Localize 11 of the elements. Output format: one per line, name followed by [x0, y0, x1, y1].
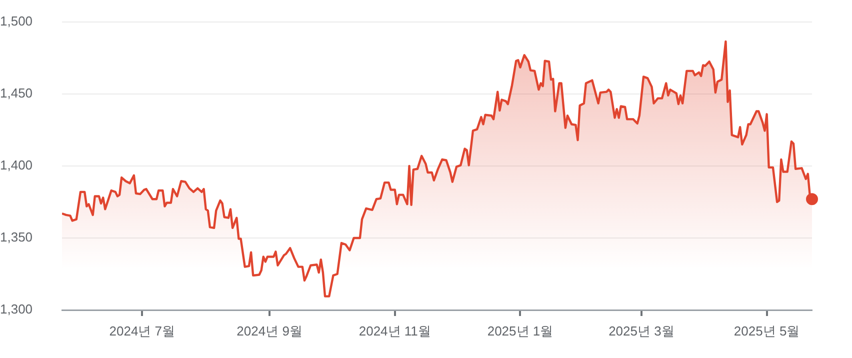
y-tick-label: 1,400 — [0, 158, 33, 173]
y-tick-label: 1,350 — [0, 230, 33, 245]
x-tick-label: 2024년 11월 — [358, 323, 431, 338]
y-tick-label: 1,500 — [0, 14, 33, 29]
y-tick-label: 1,450 — [0, 86, 33, 101]
y-tick-label: 1,300 — [0, 302, 33, 317]
x-tick-label: 2025년 1월 — [487, 323, 554, 338]
x-tick-label: 2024년 9월 — [236, 323, 302, 338]
x-tick-label: 2024년 7월 — [109, 323, 176, 338]
x-tick-label: 2025년 5월 — [734, 323, 800, 338]
x-tick-label: 2025년 3월 — [608, 323, 674, 338]
